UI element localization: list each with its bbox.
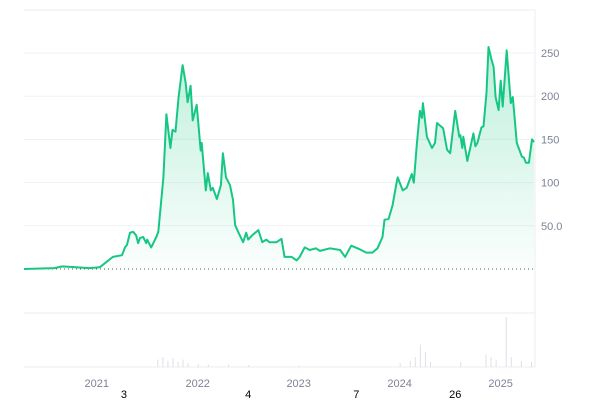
volume-bar: [187, 363, 189, 367]
volume-bar: [510, 357, 512, 367]
volume-bar: [177, 362, 179, 367]
volume-bar: [248, 365, 250, 367]
annotation-label: 4: [245, 389, 251, 400]
y-axis-ticks: 50.0 100 150 200 250: [541, 48, 562, 233]
annotation-label: 3: [121, 389, 127, 400]
volume-bar: [157, 359, 159, 367]
price-area-fill: [24, 47, 534, 269]
x-tick-label: 2022: [185, 378, 209, 390]
volume-bar: [485, 354, 487, 367]
volume-bar: [399, 363, 401, 367]
volume-bar: [167, 361, 169, 367]
volume-bar: [227, 364, 229, 367]
volume-bar: [162, 357, 164, 367]
volume-bar: [520, 361, 522, 367]
y-tick-label: 200: [541, 91, 559, 103]
annotation-label: 26: [449, 389, 461, 400]
volume-bar: [409, 361, 411, 367]
volume-bar: [414, 357, 416, 367]
volume-bar: [495, 359, 497, 367]
x-tick-label: 2025: [488, 378, 512, 390]
volume-bar: [429, 362, 431, 367]
annotation-label: 7: [353, 389, 359, 400]
x-tick-label: 2024: [387, 378, 411, 390]
volume-bar: [460, 362, 462, 367]
volume-bar: [182, 359, 184, 367]
volume-bar: [419, 344, 421, 367]
x-axis-ticks: 2021 2022 2023 2024 2025: [84, 378, 512, 390]
volume-bar: [197, 364, 199, 367]
x-tick-label: 2023: [286, 378, 310, 390]
price-line: [23, 46, 535, 270]
volume-bar: [298, 365, 300, 367]
volume-bar: [207, 364, 209, 367]
y-tick-label: 150: [541, 134, 559, 146]
y-tick-label: 250: [541, 48, 559, 60]
volume-bar: [172, 358, 174, 367]
volume-bars: [157, 317, 532, 367]
annotations: 3 4 7 26: [121, 389, 461, 400]
volume-bar: [424, 352, 426, 367]
volume-bar: [505, 317, 507, 367]
volume-bar: [530, 362, 532, 367]
y-tick-label: 50.0: [541, 221, 562, 233]
volume-bar: [490, 357, 492, 367]
x-tick-label: 2021: [84, 378, 108, 390]
y-tick-label: 100: [541, 178, 559, 190]
